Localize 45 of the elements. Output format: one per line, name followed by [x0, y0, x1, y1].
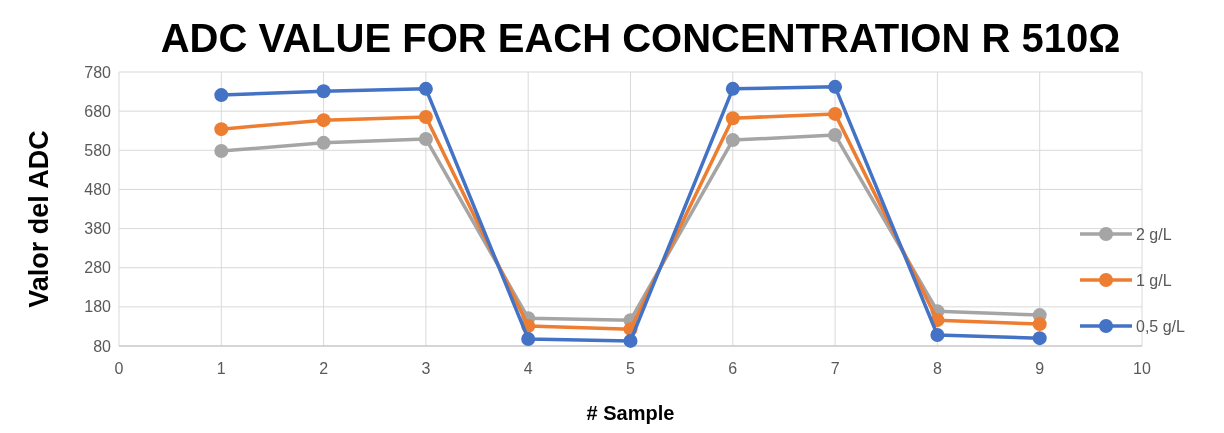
x-tick-label: 1: [216, 360, 226, 377]
point: [316, 84, 331, 99]
point: [725, 111, 740, 126]
legend-label: 1 g/L: [1136, 271, 1172, 289]
point: [725, 81, 740, 96]
x-tick-label: 9: [1035, 360, 1045, 377]
y-tick-label: 680: [84, 102, 112, 120]
y-tick-label: 180: [84, 298, 112, 316]
point: [316, 113, 331, 128]
x-tick-label: 5: [626, 360, 636, 377]
legend-label: 2 g/L: [1136, 225, 1172, 243]
point: [214, 88, 229, 103]
x-tick-label: 7: [830, 360, 840, 377]
y-tick-label: 480: [84, 181, 112, 199]
y-tick-label: 380: [84, 220, 112, 238]
y-tick-label: 80: [93, 337, 112, 355]
x-tick-label: 2: [319, 360, 329, 377]
point: [623, 333, 638, 348]
y-axis-title: Valor del ADC: [24, 130, 54, 308]
x-tick-label: 6: [728, 360, 738, 377]
chart-title: ADC VALUE FOR EACH CONCENTRATION R 510Ω: [160, 16, 1121, 60]
point: [521, 331, 536, 346]
x-axis-title: # Sample: [586, 402, 675, 424]
x-tick-label: 0: [114, 360, 124, 377]
y-tick-label: 580: [84, 141, 112, 159]
x-tick-label: 8: [932, 360, 942, 377]
x-tick-label: 4: [523, 360, 533, 377]
legend-label: 0,5 g/L: [1136, 317, 1186, 335]
point: [930, 328, 945, 343]
point: [316, 135, 331, 150]
y-tick-label: 280: [84, 259, 112, 277]
x-tick-label: 3: [421, 360, 431, 377]
point: [828, 79, 843, 94]
point: [828, 128, 843, 143]
x-tick-label: 10: [1133, 360, 1151, 377]
point: [214, 144, 229, 159]
point: [214, 122, 229, 137]
point: [418, 131, 433, 146]
point: [1032, 317, 1047, 332]
y-tick-label: 780: [84, 63, 112, 81]
point: [418, 81, 433, 96]
point: [828, 106, 843, 121]
point: [418, 110, 433, 125]
point: [1032, 331, 1047, 346]
point: [725, 133, 740, 148]
